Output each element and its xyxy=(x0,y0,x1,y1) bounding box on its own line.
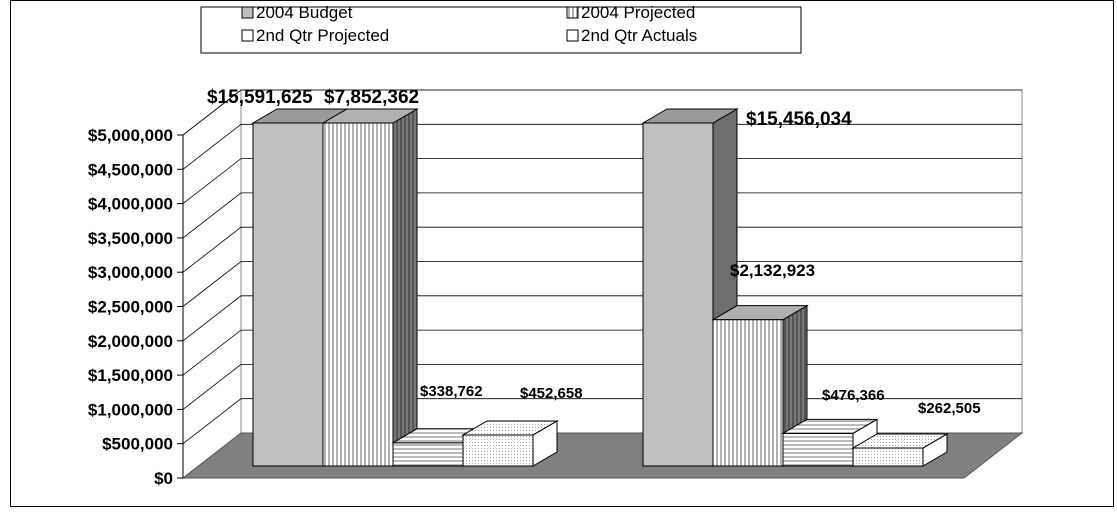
gridline xyxy=(182,295,1022,342)
bar-front xyxy=(642,122,714,467)
bar-front xyxy=(462,434,534,467)
data-label: $262,505 xyxy=(918,400,981,417)
legend-label: 2004 Projected xyxy=(581,3,695,22)
gridline xyxy=(182,192,1022,239)
y-tick-label: $2,000,000 xyxy=(88,332,173,351)
y-tick-label: $1,500,000 xyxy=(88,366,173,385)
y-tick-label: $4,500,000 xyxy=(88,160,173,179)
bar-front xyxy=(712,319,784,467)
gridline xyxy=(182,89,1022,136)
y-tick-label: $5,000,000 xyxy=(88,126,173,145)
bar-front xyxy=(322,122,394,467)
legend-swatch xyxy=(241,6,254,19)
y-tick-label: $3,000,000 xyxy=(88,263,173,282)
data-label: $476,366 xyxy=(822,387,885,404)
bar-top xyxy=(851,433,949,449)
gridline xyxy=(182,123,1022,170)
bar-front xyxy=(782,432,854,467)
y-tick-label: $500,000 xyxy=(102,435,173,454)
legend-box xyxy=(200,6,802,54)
bar-front xyxy=(392,442,464,467)
y-tick-label: $1,000,000 xyxy=(88,400,173,419)
gridline xyxy=(182,158,1022,204)
gridline xyxy=(182,226,1022,273)
y-tick-label: $0 xyxy=(154,469,173,488)
legend-label: 2nd Qtr Projected xyxy=(256,26,389,45)
data-label: $452,658 xyxy=(520,385,583,402)
legend-swatch xyxy=(566,6,579,19)
legend: 2004 Budget 2004 Projected 2nd Qtr Project… xyxy=(200,3,802,54)
data-label: $7,852,362 xyxy=(324,87,419,108)
bar-side xyxy=(392,108,418,467)
bar-top xyxy=(321,108,419,124)
gridline xyxy=(182,261,1022,307)
legend-label: 2nd Qtr Actuals xyxy=(581,26,697,45)
data-label: $15,591,625 xyxy=(207,87,313,108)
bar-front xyxy=(852,447,924,467)
data-label: $15,456,034 xyxy=(746,109,852,130)
y-tick-label: $2,500,000 xyxy=(88,298,173,317)
y-tick-label: $3,500,000 xyxy=(88,229,173,248)
bar-top xyxy=(711,305,809,321)
bar-top xyxy=(781,418,879,434)
y-tick-label: $4,000,000 xyxy=(88,195,173,214)
data-label: $338,762 xyxy=(420,383,483,400)
legend-swatch xyxy=(566,29,579,42)
data-label: $2,132,923 xyxy=(730,261,815,280)
bar-top xyxy=(641,108,739,124)
legend-swatch xyxy=(241,29,254,42)
legend-label: 2004 Budget xyxy=(256,3,353,22)
bar-front xyxy=(252,122,324,467)
bar-top xyxy=(461,420,559,436)
